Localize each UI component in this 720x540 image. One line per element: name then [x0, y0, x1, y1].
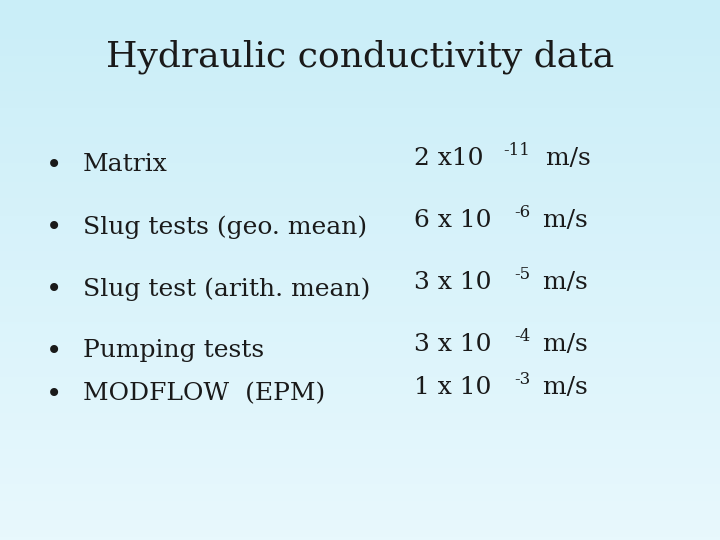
Text: -3: -3 — [514, 372, 530, 388]
Text: 6 x 10: 6 x 10 — [414, 209, 492, 232]
Text: m/s: m/s — [539, 147, 591, 170]
Text: 2 x10: 2 x10 — [414, 147, 484, 170]
Text: Pumping tests: Pumping tests — [83, 340, 264, 362]
Text: m/s: m/s — [535, 376, 588, 399]
Text: •: • — [46, 213, 62, 241]
Text: Slug tests (geo. mean): Slug tests (geo. mean) — [83, 215, 367, 239]
Text: m/s: m/s — [535, 333, 588, 356]
Text: •: • — [46, 380, 62, 408]
Text: m/s: m/s — [535, 209, 588, 232]
Text: 1 x 10: 1 x 10 — [414, 376, 491, 399]
Text: •: • — [46, 151, 62, 179]
Text: •: • — [46, 275, 62, 303]
Text: -5: -5 — [514, 266, 530, 283]
Text: •: • — [46, 337, 62, 365]
Text: -11: -11 — [504, 142, 531, 159]
Text: 3 x 10: 3 x 10 — [414, 271, 492, 294]
Text: Matrix: Matrix — [83, 153, 168, 176]
Text: -4: -4 — [514, 328, 530, 345]
Text: -6: -6 — [514, 204, 530, 221]
Text: MODFLOW  (EPM): MODFLOW (EPM) — [83, 383, 325, 406]
Text: Slug test (arith. mean): Slug test (arith. mean) — [83, 277, 370, 301]
Text: Hydraulic conductivity data: Hydraulic conductivity data — [106, 39, 614, 74]
Text: 3 x 10: 3 x 10 — [414, 333, 492, 356]
Text: m/s: m/s — [535, 271, 588, 294]
